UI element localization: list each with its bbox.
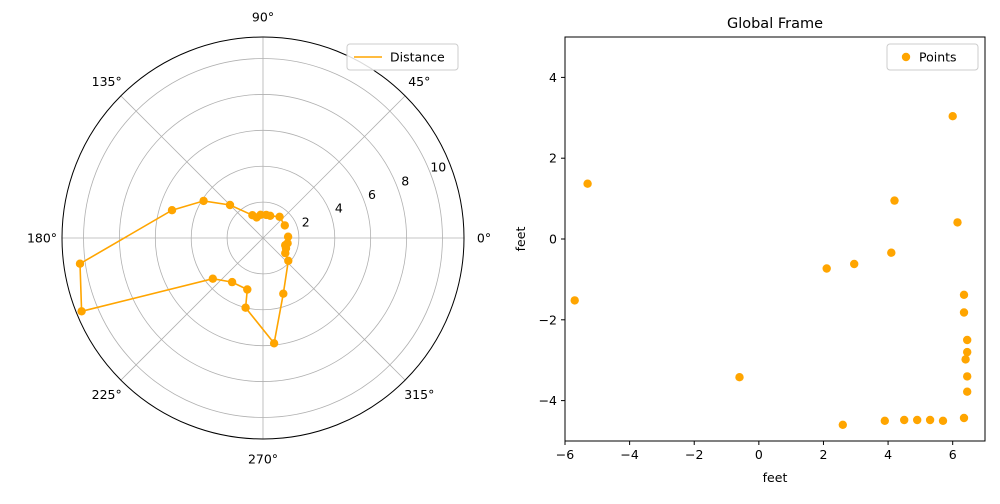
polar-outer-frame	[61, 36, 465, 440]
polar-angle-tick-label: 270°	[248, 452, 278, 467]
polar-grid-spoke	[120, 95, 264, 239]
polar-angle-tick-label: 135°	[92, 74, 122, 89]
scatter-y-tick-label: −4	[539, 393, 557, 408]
polar-radial-tick-label: 2	[302, 215, 310, 230]
polar-data-point	[269, 339, 279, 348]
scatter-legend-box	[886, 43, 979, 71]
scatter-x-tick-label: −6	[556, 447, 574, 462]
polar-angle-tick-label: 90°	[252, 10, 274, 25]
scatter-y-tick-label: 2	[549, 151, 557, 166]
scatter-x-axis-label: feet	[763, 470, 788, 485]
polar-data-point	[208, 274, 217, 283]
scatter-data-point	[963, 335, 972, 345]
polar-data-point	[227, 277, 237, 287]
polar-data-point	[225, 200, 235, 210]
scatter-x-tick-label: 4	[884, 447, 892, 462]
scatter-data-point	[959, 290, 969, 299]
scatter-data-point	[961, 355, 970, 364]
polar-data-point	[77, 307, 86, 316]
polar-grid-spoke	[262, 95, 406, 239]
scatter-chart: Global Frame −6 −4 −2 0 2 4 6 −4 −2 0 2 4 feet feet…	[513, 16, 986, 485]
polar-legend: Distance	[346, 43, 459, 71]
scatter-data-point	[959, 308, 969, 317]
polar-data-point	[243, 285, 252, 294]
scatter-data-point	[963, 387, 972, 396]
scatter-data-point	[838, 420, 847, 429]
polar-data-point	[167, 206, 177, 215]
scatter-data-point	[583, 179, 592, 188]
polar-radial-tick-label: 4	[335, 201, 343, 216]
polar-angle-tick-label: 45°	[408, 74, 430, 89]
polar-data-point	[275, 212, 284, 221]
scatter-data-point	[948, 112, 957, 121]
scatter-data-point	[570, 296, 579, 305]
scatter-ticks: −6 −4 −2 0 2 4 6 −4 −2 0 2 4	[539, 70, 957, 462]
scatter-data-point	[959, 413, 969, 423]
scatter-data-point	[963, 347, 972, 357]
scatter-data-point	[880, 416, 889, 425]
scatter-data-point	[938, 416, 948, 425]
polar-radial-tick-label: 6	[368, 187, 376, 202]
scatter-legend-label: Points	[919, 50, 957, 65]
polar-data-point	[280, 221, 289, 230]
scatter-title: Global Frame	[727, 16, 823, 32]
polar-data-point	[283, 232, 293, 241]
scatter-data-point	[887, 248, 896, 257]
scatter-x-tick-label: −2	[685, 447, 703, 462]
scatter-x-tick-label: 0	[755, 447, 763, 462]
scatter-data-point	[900, 415, 909, 425]
scatter-x-tick-label: −4	[620, 447, 638, 462]
polar-angle-tick-label: 0°	[477, 231, 491, 246]
polar-angle-tick-label: 315°	[404, 387, 434, 402]
polar-data-point	[75, 259, 85, 268]
polar-legend-label: Distance	[390, 50, 445, 65]
polar-radial-tick-label: 8	[401, 173, 409, 188]
polar-angle-tick-label: 180°	[27, 231, 57, 246]
scatter-y-tick-label: 0	[549, 232, 557, 247]
scatter-data-point	[963, 372, 972, 381]
scatter-legend: Points	[886, 43, 979, 71]
polar-radial-tick-label: 10	[430, 160, 446, 175]
scatter-legend-marker-swatch	[901, 52, 911, 62]
polar-series-distance	[75, 196, 293, 348]
scatter-y-tick-label: 4	[549, 70, 557, 85]
polar-chart: 0° 45° 90° 135° 180° 225° 270° 315° 2 4 6 8 10 Dista…	[27, 10, 491, 467]
polar-data-point	[279, 289, 288, 298]
scatter-data-point	[890, 196, 899, 205]
scatter-data-point	[822, 264, 831, 273]
polar-data-point	[281, 248, 290, 258]
polar-data-point	[199, 196, 208, 206]
scatter-data-point	[735, 373, 744, 382]
polar-tick-labels: 0° 45° 90° 135° 180° 225° 270° 315° 2 4 6 8 10	[27, 10, 491, 467]
scatter-y-tick-label: −2	[539, 312, 557, 327]
polar-data-point	[284, 256, 293, 265]
scatter-data-point	[925, 415, 935, 425]
polar-data-point	[266, 211, 275, 220]
scatter-data-point	[953, 218, 962, 227]
scatter-data-point	[850, 259, 859, 269]
polar-grid-spoke	[120, 237, 264, 381]
polar-grid	[61, 36, 465, 440]
scatter-data-point	[913, 415, 922, 425]
polar-angle-tick-label: 225°	[92, 387, 122, 402]
scatter-x-tick-label: 2	[819, 447, 827, 462]
scatter-x-tick-label: 6	[949, 447, 957, 462]
scatter-points	[570, 112, 972, 441]
polar-data-point	[241, 303, 250, 312]
scatter-y-axis-label: feet	[513, 227, 528, 252]
polar-legend-box	[346, 43, 459, 71]
